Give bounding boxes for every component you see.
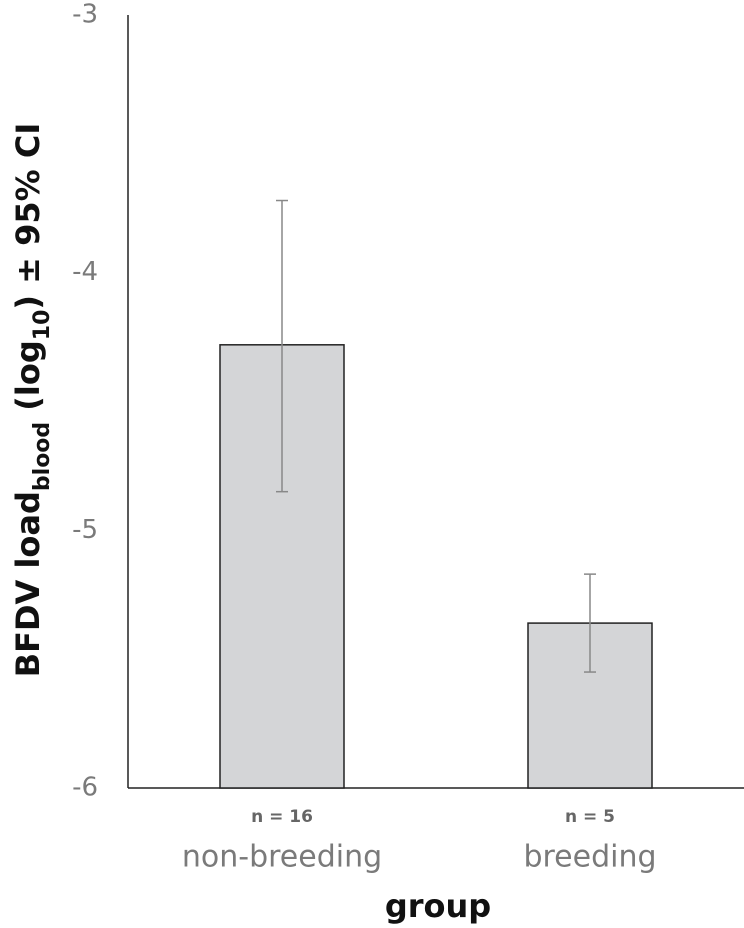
annotation: n = 16 <box>251 807 313 827</box>
y-axis-title-part: 10 <box>30 310 55 341</box>
annotation: n = 5 <box>565 807 615 827</box>
y-axis-title-part: BFDV load <box>9 491 47 677</box>
y-tick-label: -3 <box>72 0 98 30</box>
y-tick-label: -4 <box>72 257 98 287</box>
y-tick-label: -6 <box>72 773 98 803</box>
x-axis-title: group <box>385 887 491 925</box>
y-tick-label: -5 <box>72 515 98 545</box>
y-axis-title-part: ) ± 95% CI <box>9 123 47 310</box>
x-tick-label: breeding <box>523 840 656 875</box>
x-tick-label: non-breeding <box>182 840 382 875</box>
y-axis-title-part: (log <box>9 340 47 422</box>
y-axis-title: BFDV loadblood (log10) ± 95% CI <box>9 123 55 678</box>
y-axis-title-part: blood <box>30 422 55 491</box>
bar <box>527 622 653 789</box>
